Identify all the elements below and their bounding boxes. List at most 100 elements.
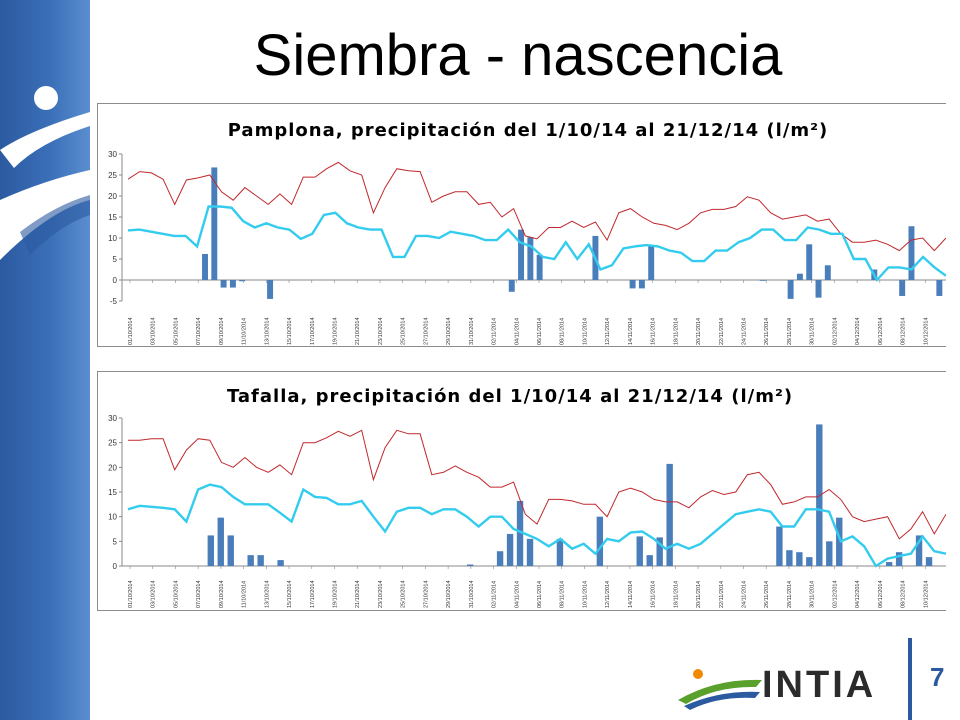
precip-bar [556, 538, 564, 566]
y-tick-label: 5 [113, 255, 118, 264]
x-tick-label: 29/10/2014 [446, 317, 452, 345]
precip-bar [508, 280, 515, 292]
precip-bar [796, 552, 803, 566]
x-tick-label: 04/11/2014 [514, 581, 520, 608]
x-tick-label: 30/11/2014 [810, 318, 816, 345]
precip-bar [646, 555, 653, 566]
chart-title: Tafalla, precipitación del 1/10/14 al 21… [227, 386, 793, 407]
x-tick-label: 08/11/2014 [560, 581, 566, 608]
precip-bar [936, 280, 943, 296]
x-tick-label: 19/10/2014 [333, 580, 339, 608]
x-tick-label: 31/10/2014 [469, 580, 475, 608]
x-tick-label: 22/11/2014 [719, 581, 725, 608]
x-tick-label: 08/12/2014 [901, 317, 907, 345]
x-tick-label: 10/11/2014 [582, 581, 588, 608]
precip-bar [759, 280, 766, 281]
tafalla-chart-svg: Tafalla, precipitación del 1/10/14 al 21… [108, 386, 946, 608]
x-tick-label: 04/12/2014 [855, 580, 861, 608]
pamplona-chart: Pamplona, precipitación del 1/10/14 al 2… [97, 103, 946, 347]
x-tick-label: 10/11/2014 [582, 318, 588, 345]
x-tick-label: 23/10/2014 [378, 580, 384, 608]
precip-bar [895, 552, 903, 566]
x-tick-label: 15/10/2014 [287, 317, 293, 345]
precip-bar [629, 280, 636, 289]
precip-bar [666, 463, 673, 566]
x-tick-label: 19/10/2014 [333, 317, 339, 345]
precip-bar [518, 229, 525, 280]
x-tick-label: 26/11/2014 [764, 581, 770, 608]
x-tick-label: 24/11/2014 [742, 318, 748, 345]
x-tick-label: 04/12/2014 [855, 317, 861, 345]
x-tick-label: 12/11/2014 [605, 581, 611, 608]
intia-logo-icon [678, 669, 762, 710]
x-tick-label: 17/10/2014 [310, 317, 316, 345]
precip-bar [656, 537, 663, 566]
precip-bar [648, 246, 655, 280]
precip-bar [247, 555, 254, 566]
x-tick-label: 25/10/2014 [401, 317, 407, 345]
precip-bar [536, 254, 543, 280]
x-tick-label: 10/12/2014 [923, 317, 929, 345]
x-tick-label: 14/11/2014 [628, 581, 634, 608]
x-tick-label: 06/12/2014 [878, 317, 884, 345]
x-tick-label: 26/11/2014 [764, 318, 770, 345]
temp-max-line [128, 429, 946, 540]
precip-bar [202, 253, 208, 280]
x-tick-label: 18/11/2014 [673, 581, 679, 608]
precip-bar [826, 541, 833, 566]
x-tick-label: 22/11/2014 [719, 318, 725, 345]
precip-bar [220, 280, 227, 288]
pamplona-chart-svg: Pamplona, precipitación del 1/10/14 al 2… [108, 120, 946, 345]
x-tick-label: 01/10/2014 [128, 317, 134, 345]
precip-bar [636, 536, 643, 566]
x-tick-label: 18/11/2014 [673, 318, 679, 345]
x-tick-label: 27/10/2014 [423, 580, 429, 608]
precip-bar [466, 564, 474, 566]
x-tick-label: 02/11/2014 [492, 581, 498, 608]
precip-bar [796, 273, 803, 280]
x-tick-label: 13/10/2014 [264, 317, 270, 345]
x-tick-label: 05/10/2014 [173, 317, 179, 345]
precip-bar [257, 555, 264, 566]
brand-swoosh-icon [0, 86, 90, 260]
footer-divider [908, 638, 912, 720]
x-tick-label: 02/11/2014 [492, 318, 498, 345]
precip-bar [806, 557, 813, 566]
x-tick-label: 11/10/2014 [242, 581, 248, 608]
precip-bar [596, 516, 604, 566]
x-tick-label: 10/12/2014 [923, 580, 929, 608]
x-tick-label: 07/10/2014 [196, 317, 202, 345]
y-tick-label: -5 [110, 297, 118, 306]
precip-bar [806, 244, 813, 280]
x-tick-label: 16/11/2014 [651, 318, 657, 345]
x-tick-label: 21/10/2014 [355, 580, 361, 608]
y-tick-label: 0 [113, 276, 118, 285]
intia-logo-text: INTIA [762, 664, 877, 706]
y-tick-label: 5 [113, 537, 118, 546]
temp-min-line [127, 483, 946, 568]
y-tick-label: 20 [108, 192, 117, 201]
x-tick-label: 20/11/2014 [696, 581, 702, 608]
x-tick-label: 06/11/2014 [537, 581, 543, 608]
y-tick-label: 0 [113, 562, 118, 571]
x-tick-label: 14/11/2014 [628, 318, 634, 345]
left-brand-band [0, 0, 90, 720]
precip-bar [638, 280, 645, 289]
precip-bar [885, 562, 893, 566]
x-tick-label: 15/10/2014 [287, 580, 293, 608]
page-number: 7 [930, 662, 945, 692]
precip-bar [227, 535, 234, 566]
x-tick-label: 03/10/2014 [151, 317, 157, 345]
precip-bar [526, 538, 534, 566]
precip-bar [908, 226, 915, 280]
y-tick-label: 25 [108, 439, 117, 448]
y-tick-label: 30 [108, 150, 117, 159]
x-tick-label: 06/11/2014 [537, 318, 543, 345]
x-tick-label: 07/10/2014 [196, 580, 202, 608]
x-tick-label: 17/10/2014 [310, 580, 316, 608]
y-tick-label: 20 [108, 463, 117, 472]
y-tick-label: 30 [108, 414, 117, 423]
x-tick-label: 27/10/2014 [423, 317, 429, 345]
precip-bar [217, 517, 224, 566]
y-tick-label: 10 [108, 513, 117, 522]
